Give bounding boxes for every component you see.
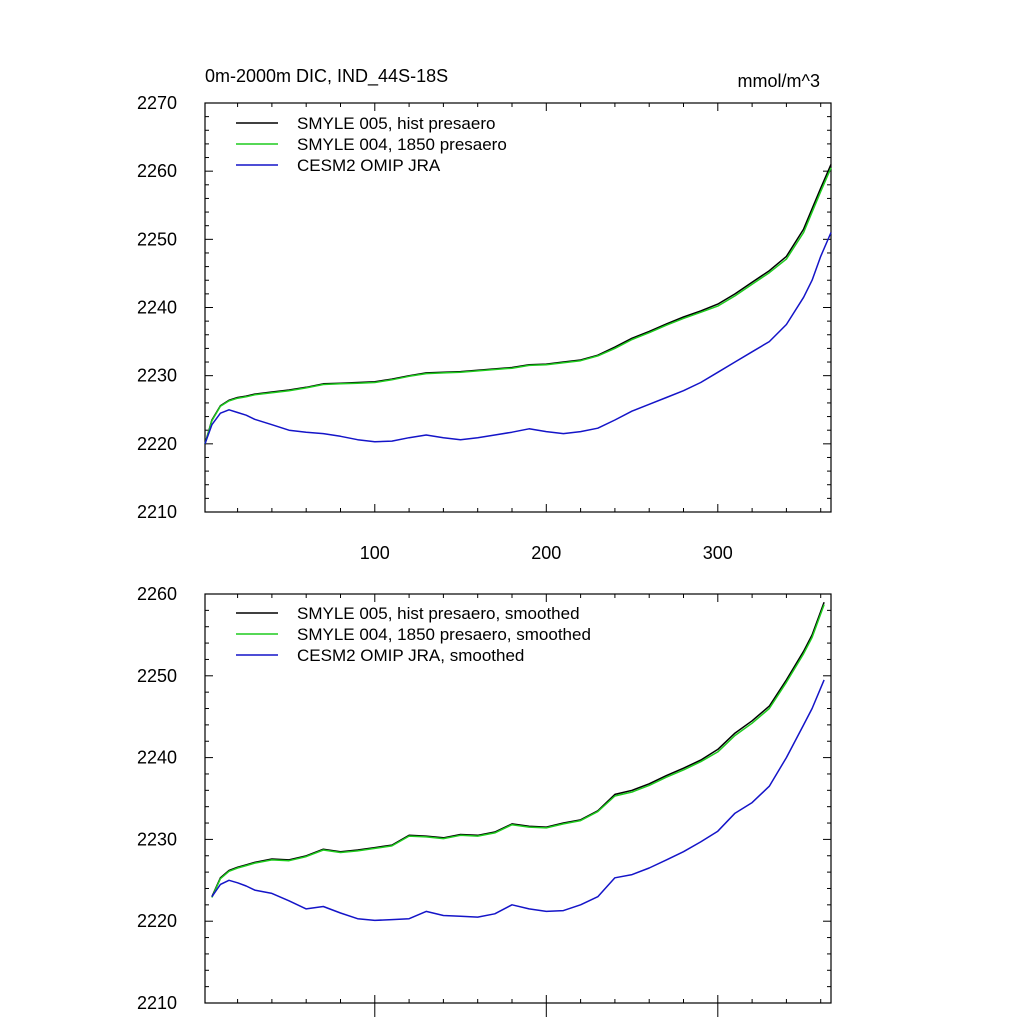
series-line-2: [204, 167, 832, 445]
series-line-3: [211, 679, 825, 922]
y-tick-label: 2250: [137, 666, 177, 686]
y-tick-label: 2260: [137, 161, 177, 181]
units-label: mmol/m^3: [738, 71, 820, 91]
legend-label: SMYLE 004, 1850 presaero, smoothed: [297, 625, 591, 644]
y-tick-label: 2220: [137, 911, 177, 931]
y-tick-label: 2210: [137, 993, 177, 1013]
y-tick-label: 2210: [137, 502, 177, 522]
y-tick-label: 2240: [137, 298, 177, 318]
y-tick-label: 2220: [137, 434, 177, 454]
top-panel: 0m-2000m DIC, IND_44S-18S mmol/m^3 2210 2…: [137, 66, 832, 563]
y-tick-label: 2260: [137, 584, 177, 604]
x-tick-label: 100: [360, 543, 390, 563]
series-line-1: [211, 601, 825, 898]
series-line-2: [211, 604, 825, 898]
legend-label: SMYLE 004, 1850 presaero: [297, 135, 507, 154]
legend-label: SMYLE 005, hist presaero: [297, 114, 495, 133]
legend-label: CESM2 OMIP JRA, smoothed: [297, 646, 524, 665]
x-tick-label: 200: [531, 543, 561, 563]
x-tick-label: 300: [703, 543, 733, 563]
plot-frame: [204, 593, 832, 1004]
legend-label: SMYLE 005, hist presaero, smoothed: [297, 604, 580, 623]
y-tick-label: 2250: [137, 229, 177, 249]
series-line-3: [204, 232, 832, 445]
y-tick-label: 2270: [137, 93, 177, 113]
series-line-1: [204, 164, 832, 445]
bottom-panel: 2210 2220 2230 2240 2250 2260 SMYLE 005, hist …: [137, 584, 832, 1017]
legend-label: CESM2 OMIP JRA: [297, 156, 441, 175]
y-tick-label: 2230: [137, 829, 177, 849]
y-tick-label: 2230: [137, 366, 177, 386]
chart-title: 0m-2000m DIC, IND_44S-18S: [205, 66, 448, 87]
y-tick-label: 2240: [137, 748, 177, 768]
